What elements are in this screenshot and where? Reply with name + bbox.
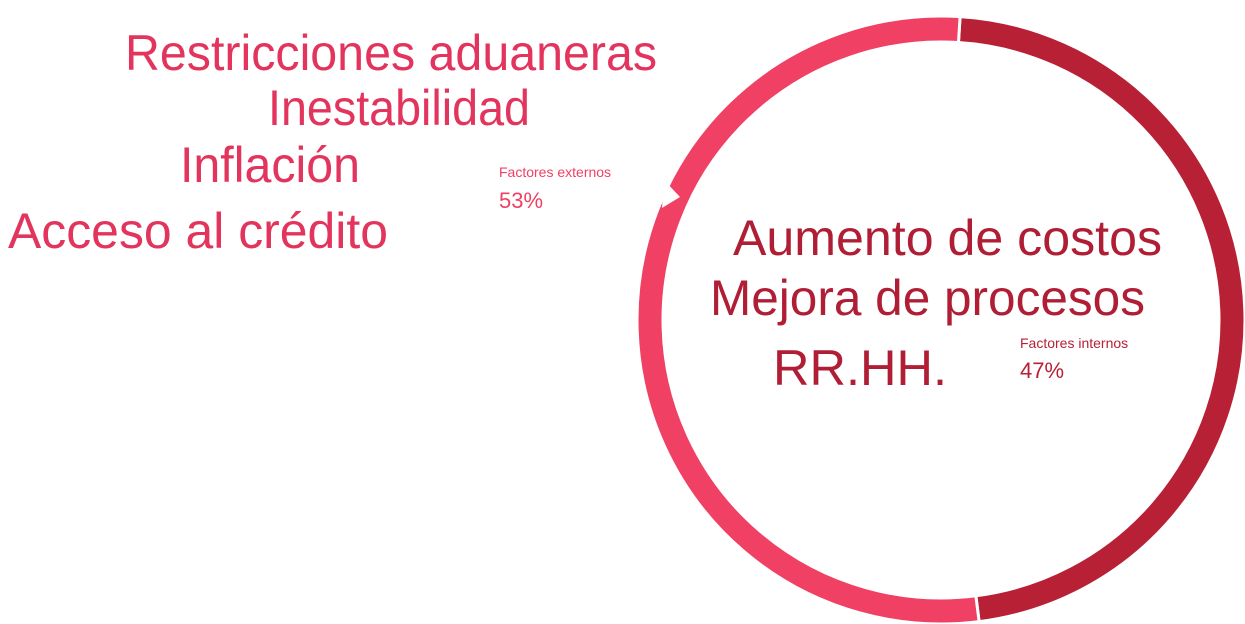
factor-item: Restricciones aduaneras — [125, 25, 657, 81]
segment-label: Factores externos — [499, 164, 611, 180]
segment-label: Factores internos — [1020, 335, 1128, 351]
pointer — [662, 180, 680, 208]
pointer — [1200, 347, 1216, 370]
factor-item: Acceso al crédito — [8, 203, 388, 259]
segment-value: 53% — [499, 188, 543, 213]
factor-item: Mejora de procesos — [710, 270, 1145, 326]
segment-value: 47% — [1020, 358, 1064, 383]
factor-item: Inflación — [180, 137, 360, 193]
factor-item: RR.HH. — [773, 340, 947, 396]
factor-item: Inestabilidad — [268, 80, 530, 136]
factor-item: Aumento de costos — [733, 210, 1162, 266]
donut-segment — [635, 14, 981, 624]
